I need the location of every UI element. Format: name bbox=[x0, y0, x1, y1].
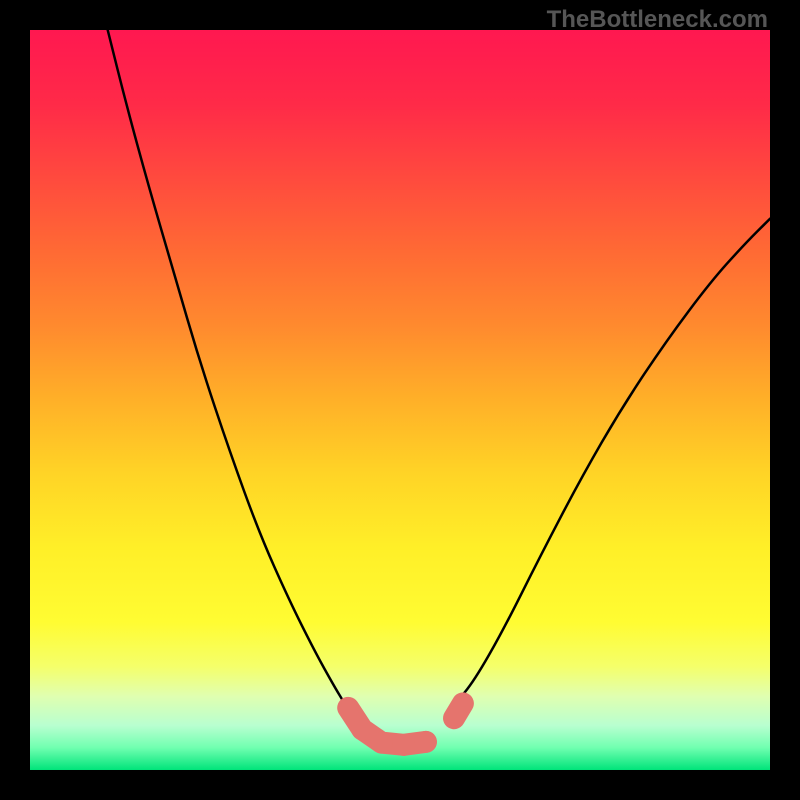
data-markers bbox=[338, 693, 473, 755]
marker-dot-right-1 bbox=[453, 693, 473, 713]
watermark-text: TheBottleneck.com bbox=[547, 6, 768, 34]
bottleneck-curves bbox=[108, 30, 770, 703]
marker-dot-left-0 bbox=[338, 698, 358, 718]
marker-dot-left-2 bbox=[371, 732, 393, 754]
marker-dot-left-4 bbox=[415, 731, 437, 753]
curve-line bbox=[456, 219, 771, 704]
curve-line bbox=[108, 30, 345, 703]
chart-container: TheBottleneck.com bbox=[0, 0, 800, 800]
marker-dot-left-3 bbox=[393, 734, 415, 756]
marker-dot-left-1 bbox=[351, 718, 373, 740]
chart-overlay bbox=[0, 0, 800, 800]
